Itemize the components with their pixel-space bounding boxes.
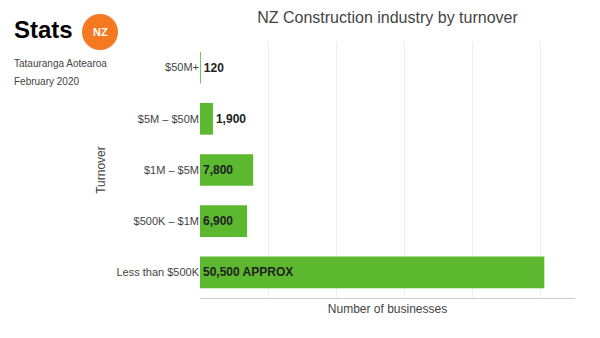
svg-text:NZ: NZ	[93, 26, 108, 38]
svg-text:Tatauranga Aotearoa: Tatauranga Aotearoa	[14, 58, 107, 69]
svg-text:NZ Construction industry by tu: NZ Construction industry by turnover	[257, 9, 518, 26]
svg-text:February 2020: February 2020	[14, 76, 79, 87]
svg-text:Less than $500K: Less than $500K	[116, 266, 199, 278]
svg-text:Turnover: Turnover	[94, 146, 108, 194]
svg-text:1,900: 1,900	[216, 112, 246, 126]
svg-text:Stats: Stats	[14, 16, 73, 43]
svg-text:6,900: 6,900	[203, 214, 233, 228]
svg-text:50,500 APPROX: 50,500 APPROX	[203, 265, 293, 279]
svg-text:$1M – $5M: $1M – $5M	[144, 164, 199, 176]
svg-text:7,800: 7,800	[203, 163, 233, 177]
svg-text:Number of businesses: Number of businesses	[328, 302, 447, 316]
svg-text:$5M – $50M: $5M – $50M	[138, 113, 199, 125]
svg-text:$500K – $1M: $500K – $1M	[134, 215, 199, 227]
svg-text:120: 120	[204, 61, 224, 75]
svg-text:$50M+: $50M+	[165, 61, 199, 73]
